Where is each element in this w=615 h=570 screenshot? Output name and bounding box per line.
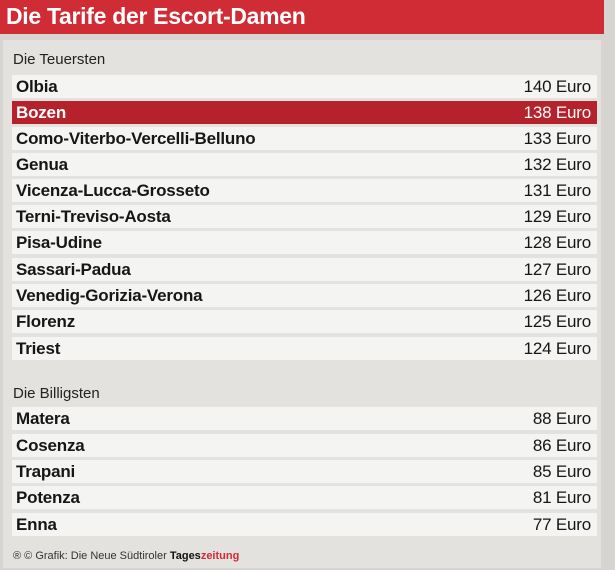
graphic-credit: ® © Grafik: Die Neue Südtiroler Tageszei… xyxy=(13,550,239,562)
price-value: 126 Euro xyxy=(523,286,592,305)
price-value: 132 Euro xyxy=(523,155,592,174)
city-name: Triest xyxy=(16,339,61,358)
city-name: Potenza xyxy=(16,488,80,507)
table-row: Florenz 125 Euro xyxy=(12,310,597,333)
page-title: Die Tarife der Escort-Damen xyxy=(6,3,306,29)
price-value: 85 Euro xyxy=(532,462,591,481)
table-row: Pisa-Udine 128 Euro xyxy=(12,231,597,254)
city-name: Matera xyxy=(16,409,70,428)
city-name: Olbia xyxy=(16,77,58,96)
city-name: Genua xyxy=(16,155,68,174)
table-row: Olbia 140 Euro xyxy=(12,75,597,98)
price-value: 81 Euro xyxy=(532,488,591,507)
table-row: Triest 124 Euro xyxy=(12,337,597,360)
credit-text: ® © Grafik: Die Neue Südtiroler xyxy=(13,550,170,562)
section-label-most-expensive: Die Teuersten xyxy=(13,51,106,68)
price-value: 86 Euro xyxy=(532,436,591,455)
table-row: Trapani 85 Euro xyxy=(12,460,597,483)
price-value: 77 Euro xyxy=(532,515,591,534)
table-row-highlighted: Bozen 138 Euro xyxy=(12,101,597,124)
city-name: Sassari-Padua xyxy=(16,260,131,279)
city-name: Terni-Treviso-Aosta xyxy=(16,207,171,226)
city-name: Bozen xyxy=(16,103,67,122)
title-banner: Die Tarife der Escort-Damen xyxy=(0,0,604,34)
price-value: 129 Euro xyxy=(523,207,592,226)
city-name: Venedig-Gorizia-Verona xyxy=(16,286,203,305)
table-row: Cosenza 86 Euro xyxy=(12,434,597,457)
price-value: 124 Euro xyxy=(523,339,592,358)
table-row: Vicenza-Lucca-Grosseto 131 Euro xyxy=(12,179,597,202)
price-value: 133 Euro xyxy=(523,129,592,148)
table-row: Genua 132 Euro xyxy=(12,153,597,176)
city-name: Florenz xyxy=(16,312,76,331)
table-row: Sassari-Padua 127 Euro xyxy=(12,258,597,281)
table-row: Terni-Treviso-Aosta 129 Euro xyxy=(12,205,597,228)
city-name: Pisa-Udine xyxy=(16,233,102,252)
table-row: Como-Viterbo-Vercelli-Belluno 133 Euro xyxy=(12,127,597,150)
city-name: Como-Viterbo-Vercelli-Belluno xyxy=(16,129,256,148)
price-value: 88 Euro xyxy=(532,409,591,428)
price-value: 138 Euro xyxy=(523,103,592,122)
price-value: 125 Euro xyxy=(523,312,592,331)
brand-name-part1: Tages xyxy=(169,550,201,562)
price-value: 140 Euro xyxy=(523,77,592,96)
price-value: 128 Euro xyxy=(523,233,592,252)
table-row: Matera 88 Euro xyxy=(12,407,597,430)
city-name: Vicenza-Lucca-Grosseto xyxy=(16,181,210,200)
table-row: Venedig-Gorizia-Verona 126 Euro xyxy=(12,284,597,307)
brand-name-part2: zeitung xyxy=(200,550,240,562)
table-row: Potenza 81 Euro xyxy=(12,486,597,509)
section-label-cheapest: Die Billigsten xyxy=(13,385,100,402)
city-name: Enna xyxy=(16,515,57,534)
table-row: Enna 77 Euro xyxy=(12,513,597,536)
price-value: 131 Euro xyxy=(523,181,592,200)
city-name: Trapani xyxy=(16,462,76,481)
city-name: Cosenza xyxy=(16,436,85,455)
price-value: 127 Euro xyxy=(523,260,592,279)
